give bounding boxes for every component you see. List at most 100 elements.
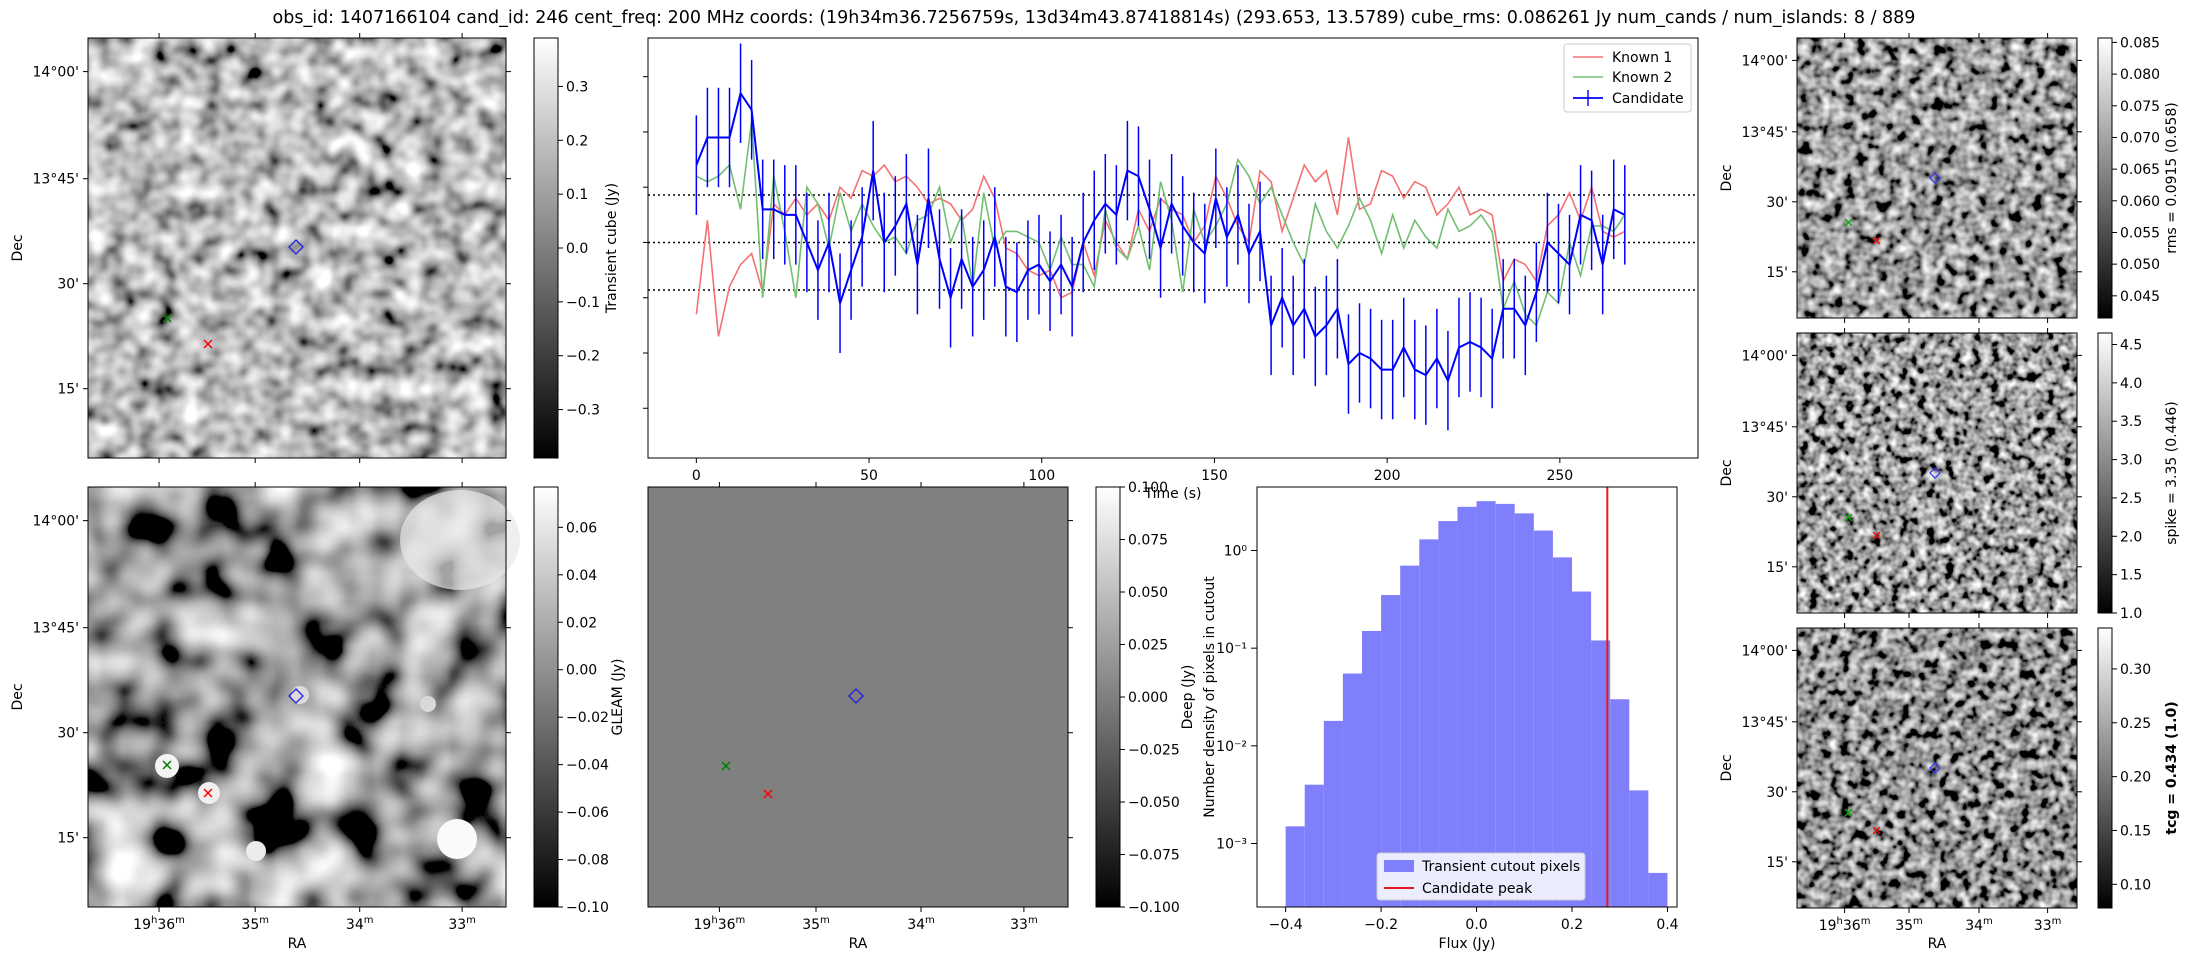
gleam-source [437,819,477,859]
legend-known-1-label: Known 1 [1612,50,1672,66]
deep-colorbar-tick-label: 0.025 [1128,638,1168,654]
histogram-bar [1648,872,1668,907]
histogram-x-tick-label: −0.2 [1364,917,1398,933]
figure-suptitle: obs_id: 1407166104 cand_id: 246 cent_fre… [273,8,1916,28]
deep-cutout-xlabel: RA [849,936,868,952]
histogram-y-tick-label: 10⁻¹ [1216,641,1247,657]
deep-ra-tick-label: 19h36m [694,915,746,933]
histogram-ylabel: Number density of pixels in cutout [1202,576,1218,818]
spike-map-markers [1844,467,1941,540]
gleam-colorbar-tick-label: 0.02 [566,615,597,631]
histogram-frame [1256,486,1678,908]
histogram-bar [1591,640,1611,907]
tcg-map-panel: 14°00' 13°45' 30' 15' 19h36m 35m 34m 33m Dec RA… [1719,623,2180,952]
known-2-marker [1929,467,1941,479]
rms-colorbar-tick-label: 0.050 [2120,257,2160,273]
transient-colorbar-tick-label: −0.2 [566,349,600,365]
histogram-x-tick-label: 0.4 [1656,917,1678,933]
legend-hist-label: Transient cutout pixels [1421,859,1580,875]
deep-ra-tick-label: 35m [802,915,830,933]
tcg-colorbar [2097,627,2113,909]
transient-cutout-image [88,38,506,458]
known-1-marker [1844,218,1853,227]
candidate-line [695,90,1626,384]
lightcurve-x-tick-label: 150 [1201,468,1228,484]
rms-dec-tick-label: 30' [1766,195,1788,211]
gleam-ra-tick-label: 35m [241,915,269,933]
gleam-ra-tick-label: 19h36m [133,915,185,933]
histogram-bar [1457,506,1477,907]
histogram-bar [1323,720,1343,907]
rms-colorbar-tick-label: 0.060 [2120,194,2160,210]
gleam-colorbar-tick-label: 0.04 [566,568,597,584]
gleam-colorbar-tick-label: 0.00 [566,663,597,679]
gleam-cutout-markers [162,688,304,798]
spike-colorbar-tick-label: 2.5 [2120,491,2142,507]
transient-colorbar-tick-label: −0.3 [566,403,600,419]
tcg-colorbar-tick-label: 0.20 [2120,770,2151,786]
rms-map-markers [1844,172,1941,245]
spike-colorbar-tick-label: 4.5 [2120,338,2142,354]
tcg-ra-tick-label: 34m [1965,916,1993,934]
tcg-dec-tick-label: 13°45' [1742,715,1788,731]
gleam-colorbar [533,486,559,908]
known-2-marker [1929,172,1941,184]
rms-map-panel: 14°00' 13°45' 30' 15' Dec 0.085 0.080 0.075 0.… [1719,33,2180,323]
known-1-marker [721,761,731,771]
deep-cutout-panel: 19h36m 35m 34m 33m RA 0.100 0.075 0.050 0.025 0… [647,480,1196,952]
histogram-bar [1342,673,1362,907]
histogram-bar [1552,557,1572,907]
known-1-marker [1844,513,1853,522]
tcg-map-xlabel: RA [1928,936,1947,952]
tcg-map-ylabel: Dec [1719,754,1735,781]
deep-ra-tick-label: 34m [907,915,935,933]
rms-colorbar-tick-label: 0.070 [2120,130,2160,146]
transient-colorbar-tick-label: 0.0 [566,241,588,257]
histogram-bar [1572,591,1592,907]
spike-colorbar-label: spike = 3.35 (0.446) [2164,401,2180,545]
spike-map-image [1797,333,2077,613]
deep-cutout-image [647,486,1069,908]
rms-colorbar-label: rms = 0.0915 (0.658) [2164,102,2180,254]
known-2-marker [1929,762,1941,774]
transient-cutout-panel: 14°00' 13°45' 30' 15' Dec 0.3 0.2 0.1 0.0 −0.1 −… [10,33,620,463]
transient-colorbar-tick-label: 0.2 [566,133,588,149]
histogram-x-tick-label: 0.0 [1465,917,1487,933]
histogram-bar [1476,501,1496,907]
gleam-cutout-panel: 14°00' 13°45' 30' 15' 19h36m 35m 34m 33m Dec RA… [10,482,626,952]
spike-colorbar-tick-label: 3.5 [2120,414,2142,430]
histogram-bar [1362,630,1382,907]
tcg-map-markers [1844,762,1941,835]
histogram-y-tick-label: 10⁰ [1224,543,1248,559]
gleam-colorbar-tick-label: −0.04 [566,758,609,774]
histogram-bar [1438,521,1458,907]
known-1-marker [1844,808,1853,817]
known-2-marker [848,688,864,704]
known-1-marker [162,760,172,770]
legend-peak-label: Candidate peak [1422,881,1533,897]
gleam-diffuse [400,490,520,590]
deep-ra-tick-label: 33m [1010,915,1038,933]
tcg-ra-tick-label: 33m [2034,916,2062,934]
gleam-ra-tick-label: 33m [448,915,476,933]
spike-map-frame [1796,332,2078,614]
gleam-dec-tick-label: 13°45' [33,621,79,637]
tcg-map-frame [1796,627,2078,909]
spike-colorbar-tick-label: 3.0 [2120,453,2142,469]
histogram-bar [1533,530,1553,907]
deep-cutout-markers [721,688,864,799]
gleam-ra-tick-label: 34m [346,915,374,933]
lightcurve-xlabel: Time (s) [1144,486,1202,502]
transient-colorbar-tick-label: 0.3 [566,79,588,95]
spike-colorbar-tick-label: 1.0 [2120,606,2142,622]
gleam-colorbar-tick-label: −0.10 [566,900,609,916]
gleam-colorbar-tick-label: 0.06 [566,520,597,536]
deep-colorbar-tick-label: 0.000 [1128,690,1168,706]
histogram-bar [1495,503,1515,907]
tcg-dec-tick-label: 14°00' [1742,643,1788,659]
histogram-y-tick-label: 10⁻³ [1216,837,1247,853]
lightcurve-x-tick-label: 250 [1546,468,1573,484]
candidate-marker [203,339,213,349]
spike-dec-tick-label: 13°45' [1742,420,1788,436]
